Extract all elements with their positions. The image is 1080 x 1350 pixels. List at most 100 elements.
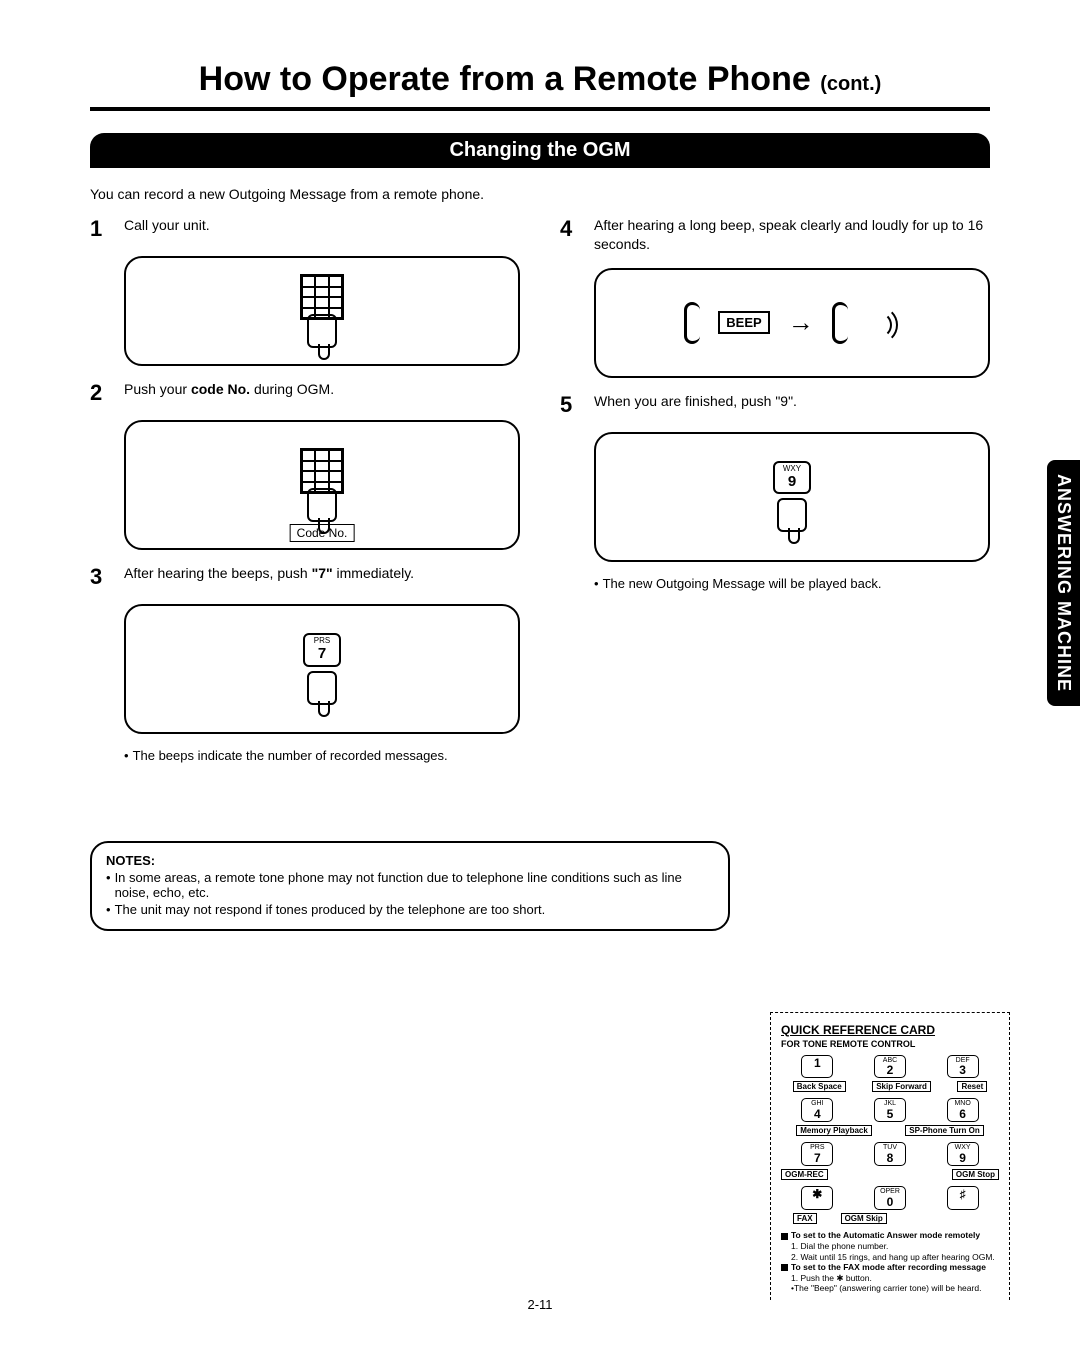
ref-key-9: WXY9: [947, 1142, 979, 1166]
ref-label-ogmrec: OGM-REC: [781, 1169, 828, 1180]
left-column: 1 Call your unit. 2 Push your code No. d…: [90, 216, 520, 771]
key-digit: 6: [959, 1107, 966, 1121]
step-number: 4: [560, 216, 582, 242]
ref-label-spphone: SP-Phone Turn On: [905, 1125, 984, 1136]
ref-key-row: GHI4 JKL5 MNO6: [781, 1098, 999, 1122]
illustration-push-7: PRS 7: [124, 604, 520, 734]
step-4: 4 After hearing a long beep, speak clear…: [560, 216, 990, 254]
beep-label: BEEP: [718, 311, 769, 334]
key-digit: 7: [814, 1151, 821, 1165]
text-post: immediately.: [333, 565, 414, 581]
ref-note-heading: To set to the Automatic Answer mode remo…: [781, 1230, 999, 1241]
ref-key-star: ✱: [801, 1186, 833, 1210]
text-pre: Push your: [124, 381, 191, 397]
step-number: 5: [560, 392, 582, 418]
ref-label-ogmskip: OGM Skip: [841, 1213, 887, 1224]
columns: 1 Call your unit. 2 Push your code No. d…: [90, 216, 990, 771]
notes-item: In some areas, a remote tone phone may n…: [106, 870, 714, 900]
page-title: How to Operate from a Remote Phone (cont…: [90, 60, 990, 99]
section-header: Changing the OGM: [90, 133, 990, 168]
hand-icon: [777, 498, 807, 532]
ref-label-ogmstop: OGM Stop: [952, 1169, 999, 1180]
ref-key-8: TUV8: [874, 1142, 906, 1166]
key-digit: 8: [887, 1151, 894, 1165]
note-text: The new Outgoing Message will be played …: [603, 576, 882, 591]
key-digit: 4: [814, 1107, 821, 1121]
ref-note-line: •The "Beep" (answering carrier tone) wil…: [791, 1283, 999, 1294]
key-digit: 7: [318, 645, 326, 662]
text-pre: After hearing the beeps, push: [124, 565, 312, 581]
ref-label-row: Memory Playback SP-Phone Turn On: [781, 1125, 999, 1136]
key-digit: 2: [887, 1063, 894, 1077]
title-cont: (cont.): [820, 73, 881, 95]
ref-key-0: OPER0: [874, 1186, 906, 1210]
step-5: 5 When you are finished, push "9".: [560, 392, 990, 418]
ref-label-skipforward: Skip Forward: [872, 1081, 931, 1092]
ref-note-heading: To set to the FAX mode after recording m…: [781, 1262, 999, 1273]
ref-note-h1: To set to the Automatic Answer mode remo…: [791, 1230, 980, 1240]
step-number: 3: [90, 564, 112, 590]
ref-label-backspace: Back Space: [793, 1081, 846, 1092]
illustration-beep-speak: BEEP →: [594, 268, 990, 378]
ref-key-row: 1 ABC2 DEF3: [781, 1055, 999, 1079]
step-3: 3 After hearing the beeps, push "7" imme…: [90, 564, 520, 590]
notes-item-text: The unit may not respond if tones produc…: [115, 902, 546, 917]
title-underline: [90, 107, 990, 111]
ref-key-1: 1: [801, 1055, 833, 1079]
key-digit: 9: [788, 473, 796, 490]
step-text: After hearing a long beep, speak clearly…: [594, 216, 990, 254]
step-2: 2 Push your code No. during OGM.: [90, 380, 520, 406]
key-digit: 1: [814, 1056, 821, 1070]
ref-label-reset: Reset: [957, 1081, 987, 1092]
ref-key-hash: ♯: [947, 1186, 979, 1210]
text-post: during OGM.: [250, 381, 334, 397]
notes-item-text: In some areas, a remote tone phone may n…: [115, 870, 714, 900]
step-text: When you are finished, push "9".: [594, 392, 797, 411]
text-bold: code No.: [191, 381, 250, 397]
code-no-label: Code No.: [290, 524, 355, 542]
ref-key-4: GHI4: [801, 1098, 833, 1122]
handset-icon: [832, 302, 848, 344]
illustration-push-9: WXY 9: [594, 432, 990, 562]
ref-title: QUICK REFERENCE CARD: [781, 1023, 999, 1037]
key-digit: 9: [959, 1151, 966, 1165]
notes-item: The unit may not respond if tones produc…: [106, 902, 714, 917]
handset-icon: [684, 302, 700, 344]
step-text: After hearing the beeps, push "7" immedi…: [124, 564, 414, 583]
step-1: 1 Call your unit.: [90, 216, 520, 242]
illustration-call-unit: [124, 256, 520, 366]
step-text: Push your code No. during OGM.: [124, 380, 334, 399]
hand-icon: [307, 314, 337, 348]
right-column: 4 After hearing a long beep, speak clear…: [560, 216, 990, 771]
intro-text: You can record a new Outgoing Message fr…: [90, 186, 510, 202]
step-number: 2: [90, 380, 112, 406]
ref-note-line: 1. Push the ✱ button.: [791, 1273, 999, 1284]
side-tab: ANSWERING MACHINE: [1047, 460, 1080, 706]
ref-label-row: Back Space Skip Forward Reset: [781, 1081, 999, 1092]
hand-icon: [307, 488, 337, 522]
ref-key-3: DEF3: [947, 1055, 979, 1079]
notes-box: NOTES: In some areas, a remote tone phon…: [90, 841, 730, 931]
key-7-button: PRS 7: [303, 633, 341, 666]
key-9-button: WXY 9: [773, 461, 811, 494]
speak-lines-icon: [866, 306, 900, 340]
arrow-icon: →: [788, 307, 814, 338]
ref-note-line: 1. Dial the phone number.: [791, 1241, 999, 1252]
ref-notes: To set to the Automatic Answer mode remo…: [781, 1230, 999, 1294]
ref-label-row: FAX OGM Skip: [781, 1213, 999, 1224]
hand-icon: [307, 671, 337, 705]
quick-reference-card: QUICK REFERENCE CARD FOR TONE REMOTE CON…: [770, 1012, 1010, 1301]
note-beeps: The beeps indicate the number of recorde…: [124, 748, 520, 763]
key-digit: 5: [887, 1107, 894, 1121]
ref-key-2: ABC2: [874, 1055, 906, 1079]
page-number: 2-11: [527, 1297, 552, 1312]
ref-key-7: PRS7: [801, 1142, 833, 1166]
title-text: How to Operate from a Remote Phone: [199, 60, 811, 98]
ref-label-fax: FAX: [793, 1213, 817, 1224]
key-digit: 3: [959, 1063, 966, 1077]
ref-label-memory: Memory Playback: [796, 1125, 872, 1136]
ref-subtitle: FOR TONE REMOTE CONTROL: [781, 1039, 999, 1049]
step-text: Call your unit.: [124, 216, 210, 235]
illustration-code-no: Code No.: [124, 420, 520, 550]
key-digit: ♯: [960, 1187, 966, 1201]
